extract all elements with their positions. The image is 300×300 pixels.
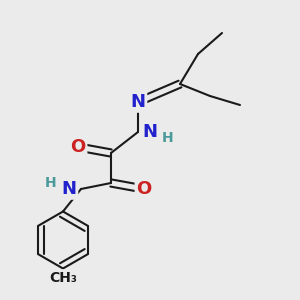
Text: N: N <box>61 180 76 198</box>
Text: O: O <box>70 138 86 156</box>
Text: H: H <box>162 131 174 145</box>
Text: N: N <box>142 123 158 141</box>
Text: N: N <box>130 93 146 111</box>
Text: H: H <box>45 176 57 190</box>
Text: CH₃: CH₃ <box>49 271 77 284</box>
Text: O: O <box>136 180 152 198</box>
